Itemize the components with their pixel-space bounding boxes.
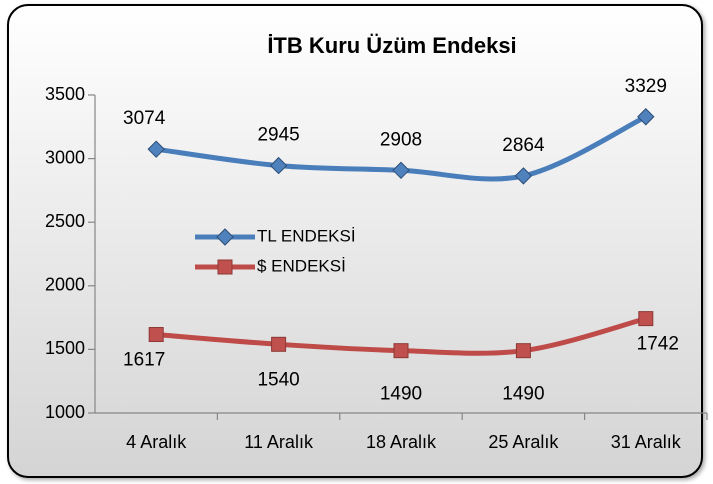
x-tick-label: 25 Aralık (488, 432, 559, 452)
data-label: 2945 (257, 125, 299, 146)
data-point (515, 343, 531, 359)
y-tick-label: 3000 (45, 147, 85, 167)
x-tick-label: 18 Aralık (366, 432, 437, 452)
data-label: 3074 (123, 108, 166, 129)
data-label: 1540 (257, 369, 299, 390)
data-point (269, 156, 288, 175)
data-label: 2908 (380, 129, 422, 150)
data-label: 1490 (502, 384, 544, 405)
data-point (147, 140, 165, 158)
x-tick-label: 11 Aralık (244, 432, 314, 452)
data-label: 1490 (380, 384, 422, 405)
legend-marker (217, 259, 233, 275)
data-point (392, 161, 410, 180)
chart-frame (7, 4, 703, 478)
data-point (393, 343, 409, 359)
data-label: 1742 (637, 334, 679, 355)
data-point (514, 167, 533, 185)
x-tick-label: 4 Aralık (126, 432, 187, 452)
y-tick-label: 1500 (45, 338, 85, 358)
legend-marker (216, 228, 234, 246)
data-point (638, 311, 654, 327)
y-tick-label: 3500 (45, 84, 85, 104)
data-point (637, 108, 655, 126)
chart-title: İTB Kuru Üzüm Endeksi (267, 33, 516, 58)
data-label: 3329 (625, 76, 667, 97)
y-tick-label: 2000 (45, 275, 85, 295)
data-label: 1617 (123, 350, 165, 371)
data-label: 2864 (502, 135, 545, 156)
legend-label: TL ENDEKSİ (257, 226, 356, 245)
data-point (271, 336, 287, 352)
y-tick-label: 1000 (45, 402, 85, 422)
data-point (148, 327, 164, 343)
y-tick-label: 2500 (45, 211, 85, 231)
x-tick-label: 31 Aralık (611, 432, 682, 452)
legend-label: $ ENDEKSİ (257, 256, 346, 275)
